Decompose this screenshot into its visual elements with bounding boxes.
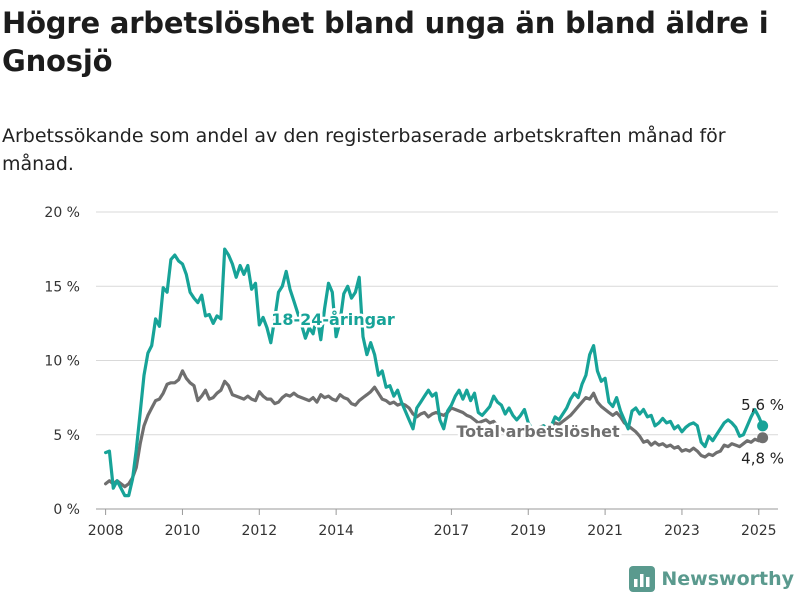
chart-subtitle: Arbetssökande som andel av den registerb… bbox=[2, 125, 726, 175]
y-tick-label: 20 % bbox=[44, 205, 80, 221]
series-label-youth: 18-24-åringar bbox=[271, 310, 395, 329]
end-label-youth: 5,6 % bbox=[741, 396, 784, 414]
x-tick-label: 2010 bbox=[165, 523, 201, 539]
series-label-total: Total arbetslöshet bbox=[456, 422, 620, 441]
chart-title: Högre arbetslöshet bland unga än bland ä… bbox=[2, 6, 769, 78]
newsworthy-logo: Newsworthy bbox=[629, 566, 794, 592]
end-label-total: 4,8 % bbox=[741, 450, 784, 468]
line-chart: 0 % 5 % 10 % 15 % 20 % 2008 2010 2012 2014 2017 20… bbox=[44, 205, 784, 539]
series-label-total-halo: Total arbetslöshet bbox=[456, 422, 620, 441]
x-tick-label: 2019 bbox=[510, 523, 546, 539]
end-marker-total bbox=[757, 432, 769, 444]
bar-chart-icon bbox=[629, 566, 656, 592]
y-tick-label: 15 % bbox=[44, 279, 80, 295]
y-tick-label: 10 % bbox=[44, 354, 80, 370]
line-layer bbox=[104, 247, 765, 498]
x-tick-label: 2023 bbox=[664, 523, 700, 539]
grid-layer bbox=[96, 211, 778, 510]
x-tick-label: 2017 bbox=[434, 523, 470, 539]
x-tick-label: 2008 bbox=[88, 523, 124, 539]
series-line-total bbox=[104, 369, 765, 489]
y-tick-label: 0 % bbox=[53, 502, 80, 518]
x-tick-label: 2021 bbox=[587, 523, 623, 539]
series-line-youth bbox=[104, 247, 765, 498]
end-marker-youth bbox=[757, 420, 769, 432]
x-tick-label: 2012 bbox=[241, 523, 277, 539]
x-tick-label: 2025 bbox=[741, 523, 777, 539]
brand-name: Newsworthy bbox=[661, 568, 794, 590]
label-layer: 5,6 %4,8 %18-24-åringar18-24-åringarTota… bbox=[269, 308, 784, 468]
y-tick-label: 5 % bbox=[53, 428, 80, 444]
x-tick-label: 2014 bbox=[318, 523, 354, 539]
series-label-youth-halo: 18-24-åringar bbox=[271, 310, 395, 329]
axis-layer: 0 % 5 % 10 % 15 % 20 % 2008 2010 2012 2014 2017 20… bbox=[44, 205, 776, 539]
